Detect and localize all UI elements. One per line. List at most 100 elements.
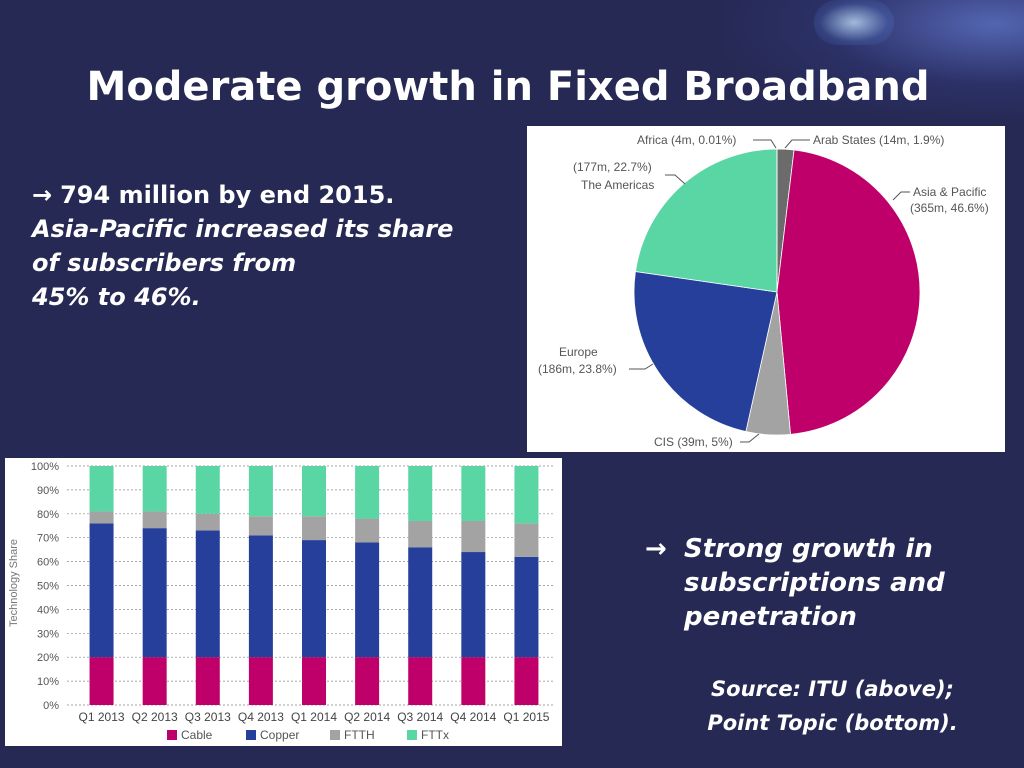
- bar-segment-copper: [248, 535, 273, 658]
- bar-segment-cable: [302, 657, 326, 705]
- bar-segment-fttx: [89, 466, 114, 512]
- pie-label-europe-value: (186m, 23.8%): [538, 362, 617, 376]
- pie-label-asia-pacific-value: (365m, 46.6%): [910, 201, 989, 215]
- bar-chart-panel: 0% 10% 20% 30% 40% 50% 60% 70% 80% 90% 100% Q1 201…: [5, 458, 562, 746]
- legend-swatch-cable: [167, 730, 177, 740]
- pie-leader-cis: [740, 433, 760, 443]
- bar-segment-ftth: [355, 518, 380, 543]
- y-tick-label: 60%: [37, 557, 59, 569]
- bar-segment-ftth: [408, 520, 433, 548]
- bar-segment-ftth: [514, 523, 539, 557]
- bar-segment-copper: [408, 547, 433, 658]
- y-tick-label: 90%: [37, 485, 59, 497]
- x-tick-label: Q1 2015: [503, 710, 549, 724]
- bullet-line-3: of subscribers from: [32, 249, 297, 277]
- bar-segment-cable: [248, 657, 273, 705]
- x-tick-label: Q4 2013: [238, 710, 284, 724]
- bar-segment-cable: [195, 657, 220, 705]
- y-tick-label: 70%: [37, 533, 59, 545]
- source-line-2: Point Topic (bottom).: [707, 711, 958, 735]
- pie-label-americas-value: (177m, 22.7%): [573, 160, 652, 174]
- x-tick-label: Q3 2013: [185, 710, 231, 724]
- y-tick-label: 0%: [43, 700, 59, 712]
- background-light-flare: [814, 0, 894, 45]
- legend-swatch-ftth: [330, 730, 340, 740]
- bar-segment-cable: [514, 657, 539, 705]
- bar-segment-ftth: [142, 511, 167, 529]
- bar-segment-cable: [89, 657, 114, 705]
- legend-swatch-fttx: [407, 730, 417, 740]
- x-tick-label: Q4 2014: [450, 710, 496, 724]
- legend-label-fttx: FTTx: [421, 728, 449, 742]
- pie-leader-africa: [753, 139, 777, 149]
- bar-segment-copper: [195, 530, 220, 658]
- legend-label-cable: Cable: [181, 728, 213, 742]
- x-tick-label: Q2 2014: [344, 710, 390, 724]
- pie-leader-americas: [665, 174, 686, 185]
- bar-segment-ftth: [195, 513, 220, 531]
- pie-slice-the-americas: [635, 148, 778, 293]
- bar-segment-fttx: [355, 466, 380, 519]
- legend-swatch-copper: [246, 730, 256, 740]
- pie-label-cis: CIS (39m, 5%): [654, 435, 733, 449]
- growth-line-1: Strong growth in: [684, 534, 933, 564]
- bar-segment-fttx: [302, 466, 326, 517]
- legend-label-copper: Copper: [260, 728, 299, 742]
- pie-chart: Africa (4m, 0.01%) Arab States (14m, 1.9…: [538, 133, 989, 449]
- bar-segment-cable: [461, 657, 486, 705]
- bullet-line-2: Asia-Pacific increased its share: [32, 215, 454, 243]
- bar-segment-copper: [461, 552, 486, 658]
- pie-slice-asia-pacific: [776, 149, 921, 435]
- x-tick-label: Q1 2013: [79, 710, 125, 724]
- bar-segment-cable: [142, 657, 167, 705]
- pie-chart-panel: Africa (4m, 0.01%) Arab States (14m, 1.9…: [527, 126, 1005, 452]
- pie-label-asia-pacific-name: Asia & Pacific: [913, 185, 986, 199]
- bar-segment-copper: [355, 542, 380, 658]
- x-tick-label: Q1 2014: [291, 710, 337, 724]
- bar-segment-fttx: [142, 466, 167, 512]
- slide-title: Moderate growth in Fixed Broadband: [86, 64, 930, 110]
- bar-segment-cable: [408, 657, 433, 705]
- bar-segment-ftth: [248, 516, 273, 536]
- bar-segment-copper: [302, 540, 326, 658]
- bullet-headline: 794 million by end 2015.: [60, 181, 395, 209]
- pie-label-africa: Africa (4m, 0.01%): [637, 133, 736, 147]
- bar-segment-fttx: [248, 466, 273, 517]
- y-tick-label: 30%: [37, 628, 59, 640]
- pie-leader-asia-pacific: [892, 191, 910, 201]
- bar-segment-fttx: [461, 466, 486, 521]
- bullet-line-1: → 794 million by end 2015.: [32, 178, 502, 212]
- y-tick-label: 80%: [37, 509, 59, 521]
- legend-label-ftth: FTTH: [344, 728, 375, 742]
- arrow-right-icon: →: [645, 534, 667, 564]
- bar-segment-ftth: [89, 511, 114, 524]
- bar-segment-fttx: [408, 466, 433, 521]
- bar-segment-fttx: [514, 466, 539, 524]
- bullet-strong-growth: → Strong growth in subscriptions and pen…: [645, 532, 985, 634]
- bullet-line-4: 45% to 46%.: [32, 283, 201, 311]
- pie-label-americas-name: The Americas: [581, 178, 654, 192]
- x-tick-label: Q2 2013: [132, 710, 178, 724]
- pie-label-arab-states: Arab States (14m, 1.9%): [813, 133, 944, 147]
- bar-segment-copper: [142, 528, 167, 658]
- y-axis-title: Technology Share: [8, 539, 20, 627]
- bar-segment-ftth: [302, 516, 326, 541]
- bar-segment-copper: [89, 523, 114, 658]
- source-line-1: Source: ITU (above);: [711, 677, 954, 701]
- bullet-asia-pacific-share: → 794 million by end 2015. Asia-Pacific i…: [32, 178, 502, 314]
- bar-segment-fttx: [195, 466, 220, 514]
- bar-segment-ftth: [461, 520, 486, 553]
- x-tick-label: Q3 2014: [397, 710, 443, 724]
- y-tick-label: 20%: [37, 652, 59, 664]
- y-tick-label: 40%: [37, 604, 59, 616]
- growth-line-2: subscriptions and: [684, 568, 945, 598]
- pie-label-europe-name: Europe: [559, 345, 598, 359]
- bar-segment-cable: [355, 657, 380, 705]
- y-tick-label: 50%: [37, 581, 59, 593]
- pie-leader-europe: [629, 363, 654, 370]
- y-tick-label: 100%: [31, 461, 59, 473]
- source-note: Source: ITU (above); Point Topic (bottom…: [695, 672, 970, 740]
- arrow-right-icon: →: [32, 181, 53, 209]
- growth-line-3: penetration: [684, 602, 857, 632]
- y-tick-label: 10%: [37, 676, 59, 688]
